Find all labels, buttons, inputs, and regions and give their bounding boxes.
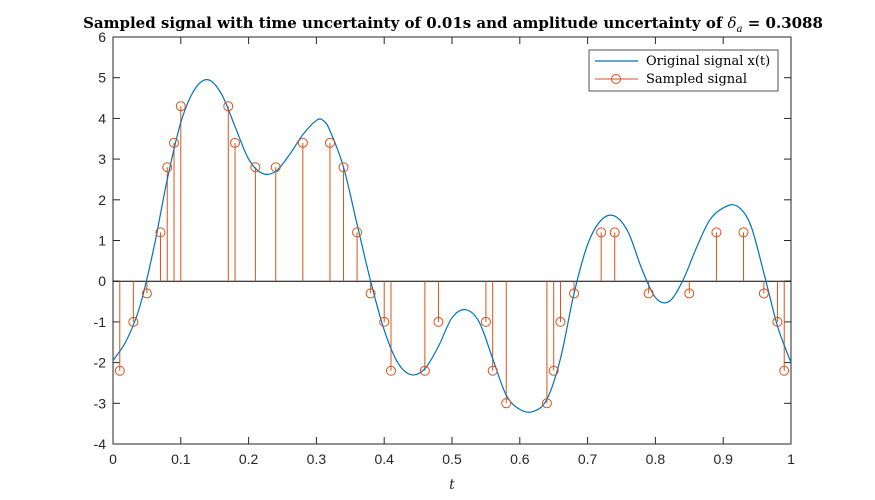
- sample-marker: [270, 162, 281, 173]
- legend-label-original: Original signal x(t): [646, 54, 770, 69]
- legend: Original signal x(t) Sampled signal: [588, 49, 779, 92]
- chart-title: Sampled signal with time uncertainty of …: [83, 14, 823, 35]
- sample-marker: [711, 227, 722, 238]
- x-tick-label: 0: [109, 451, 117, 467]
- y-tick-label: 5: [98, 70, 106, 86]
- sample-marker: [155, 227, 166, 238]
- x-tick-label: 0.6: [510, 451, 530, 467]
- sample-marker: [419, 365, 430, 376]
- sample-marker: [480, 316, 491, 327]
- y-tick-label: -2: [94, 355, 107, 371]
- original-signal-line: [112, 79, 792, 413]
- y-tick-label: 0: [98, 273, 106, 289]
- x-tick-label: 0.1: [171, 451, 191, 467]
- y-tick-label: 6: [98, 29, 106, 45]
- x-tick-label: 0.8: [646, 451, 666, 467]
- x-tick-label: 0.3: [307, 451, 327, 467]
- sample-marker: [141, 288, 152, 299]
- original-signal-series: [112, 79, 792, 413]
- title-suffix: = 0.3088: [743, 14, 823, 32]
- sample-marker: [230, 137, 241, 148]
- sample-marker: [643, 288, 654, 299]
- sample-marker: [596, 227, 607, 238]
- sample-marker: [684, 288, 695, 299]
- x-axis-label: t: [449, 477, 455, 493]
- sample-marker: [501, 398, 512, 409]
- sample-marker: [223, 101, 234, 112]
- sample-marker: [779, 365, 790, 376]
- sample-marker: [352, 227, 363, 238]
- x-tick-label: 1: [787, 451, 795, 467]
- sample-marker: [609, 227, 620, 238]
- legend-marker-swatch: [611, 74, 621, 84]
- sampled-signal-stems: [119, 106, 785, 404]
- x-tick-label: 0.5: [442, 451, 462, 467]
- sample-marker: [758, 288, 769, 299]
- sample-marker: [487, 365, 498, 376]
- sample-marker: [169, 137, 180, 148]
- y-tick-label: 3: [98, 151, 106, 167]
- sample-marker: [541, 398, 552, 409]
- sample-marker: [379, 316, 390, 327]
- axis-ticks: 0 0.1 0.2 0.3 0.4 0.5 0.6 0.7 0.8 0.9 1 -4 -3 -2 -1 0 1 2…: [94, 29, 796, 467]
- sample-marker: [250, 162, 261, 173]
- y-tick-label: -3: [94, 395, 107, 411]
- sample-marker: [175, 101, 186, 112]
- y-tick-label: 2: [98, 192, 106, 208]
- sample-marker: [297, 137, 308, 148]
- x-tick-label: 0.4: [374, 451, 394, 467]
- sample-marker: [569, 288, 580, 299]
- y-tick-label: 4: [98, 110, 106, 126]
- plot-area: [112, 36, 792, 445]
- title-prefix: Sampled signal with time uncertainty of …: [83, 14, 727, 32]
- sample-marker: [114, 365, 125, 376]
- sample-marker: [433, 316, 444, 327]
- sample-marker: [772, 316, 783, 327]
- y-tick-label: 1: [98, 233, 106, 249]
- x-tick-label: 0.7: [578, 451, 598, 467]
- legend-box: [588, 49, 779, 92]
- sample-marker: [385, 365, 396, 376]
- sample-marker: [555, 316, 566, 327]
- x-tick-label: 0.2: [239, 451, 259, 467]
- title-delta-symbol: δ: [728, 14, 737, 32]
- y-tick-label: -4: [94, 436, 107, 452]
- sample-marker: [738, 227, 749, 238]
- title-delta-subscript: a: [737, 24, 743, 35]
- sample-marker: [162, 162, 173, 173]
- sample-marker: [128, 316, 139, 327]
- sample-marker: [365, 288, 376, 299]
- y-tick-label: -1: [94, 314, 107, 330]
- sample-marker: [548, 365, 559, 376]
- sampled-signal-markers: [114, 101, 790, 409]
- legend-label-sampled: Sampled signal: [646, 72, 747, 87]
- x-tick-label: 0.9: [713, 451, 733, 467]
- sample-marker: [324, 137, 335, 148]
- sample-marker: [338, 162, 349, 173]
